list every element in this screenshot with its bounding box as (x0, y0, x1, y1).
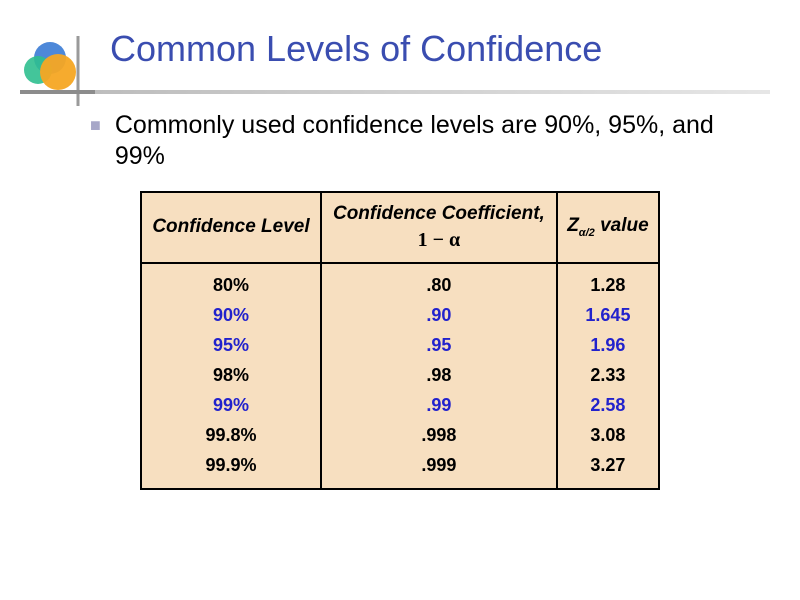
cell-level-value: 90% (146, 302, 316, 328)
bullet-item: ■ Commonly used confidence levels are 90… (90, 110, 740, 173)
bullet-text: Commonly used confidence levels are 90%,… (115, 110, 740, 173)
cell-z-value: 1.645 (562, 302, 654, 328)
confidence-table: Confidence Level Confidence Coefficient,… (140, 191, 660, 491)
th-confidence-level: Confidence Level (141, 192, 321, 263)
cell-level-value: 80% (146, 272, 316, 298)
cell-z-value: 3.27 (562, 452, 654, 478)
table-body-row: 80% 90% 95% 98% 99% 99.8% 99.9% .80 .90 .95 .98 .9… (141, 263, 659, 490)
cell-levels: 80% 90% 95% 98% 99% 99.8% 99.9% (141, 263, 321, 490)
col-level-list: 80% 90% 95% 98% 99% 99.8% 99.9% (146, 272, 316, 479)
th-col3-z: Z (567, 215, 579, 236)
cell-level-value: 99.9% (146, 452, 316, 478)
cell-coef-value: .95 (326, 332, 552, 358)
cell-coef-value: .98 (326, 362, 552, 388)
cell-coef-value: .999 (326, 452, 552, 478)
cell-level-value: 95% (146, 332, 316, 358)
th-col3-tail: value (595, 215, 649, 236)
th-col2-formula: 1 − α (330, 229, 548, 252)
cell-z-value: 2.58 (562, 392, 654, 418)
cell-z-value: 1.96 (562, 332, 654, 358)
cell-coef-value: .998 (326, 422, 552, 448)
confidence-table-wrap: Confidence Level Confidence Coefficient,… (140, 191, 660, 491)
title-area: Common Levels of Confidence (0, 0, 800, 80)
th-col1-text: Confidence Level (152, 216, 309, 237)
col-z-list: 1.28 1.645 1.96 2.33 2.58 3.08 3.27 (562, 272, 654, 479)
page-title: Common Levels of Confidence (110, 28, 800, 80)
cell-z-value: 2.33 (562, 362, 654, 388)
cell-coefficients: .80 .90 .95 .98 .99 .998 .999 (321, 263, 557, 490)
cell-zvalues: 1.28 1.645 1.96 2.33 2.58 3.08 3.27 (557, 263, 659, 490)
cell-level-value: 99% (146, 392, 316, 418)
cell-z-value: 1.28 (562, 272, 654, 298)
th-z-value: Zα/2 value (557, 192, 659, 263)
cell-coef-value: .90 (326, 302, 552, 328)
th-col2-text: Confidence Coefficient, (333, 203, 545, 224)
bullet-block: ■ Commonly used confidence levels are 90… (90, 110, 740, 173)
slide: { "title": "Common Levels of Confidence"… (0, 0, 800, 600)
cell-coef-value: .80 (326, 272, 552, 298)
th-col3-sub: α/2 (579, 227, 595, 239)
cell-coef-value: .99 (326, 392, 552, 418)
cell-level-value: 98% (146, 362, 316, 388)
col-coef-list: .80 .90 .95 .98 .99 .998 .999 (326, 272, 552, 479)
cell-z-value: 3.08 (562, 422, 654, 448)
th-confidence-coefficient: Confidence Coefficient, 1 − α (321, 192, 557, 263)
title-underline (20, 90, 770, 94)
table-header-row: Confidence Level Confidence Coefficient,… (141, 192, 659, 263)
cell-level-value: 99.8% (146, 422, 316, 448)
